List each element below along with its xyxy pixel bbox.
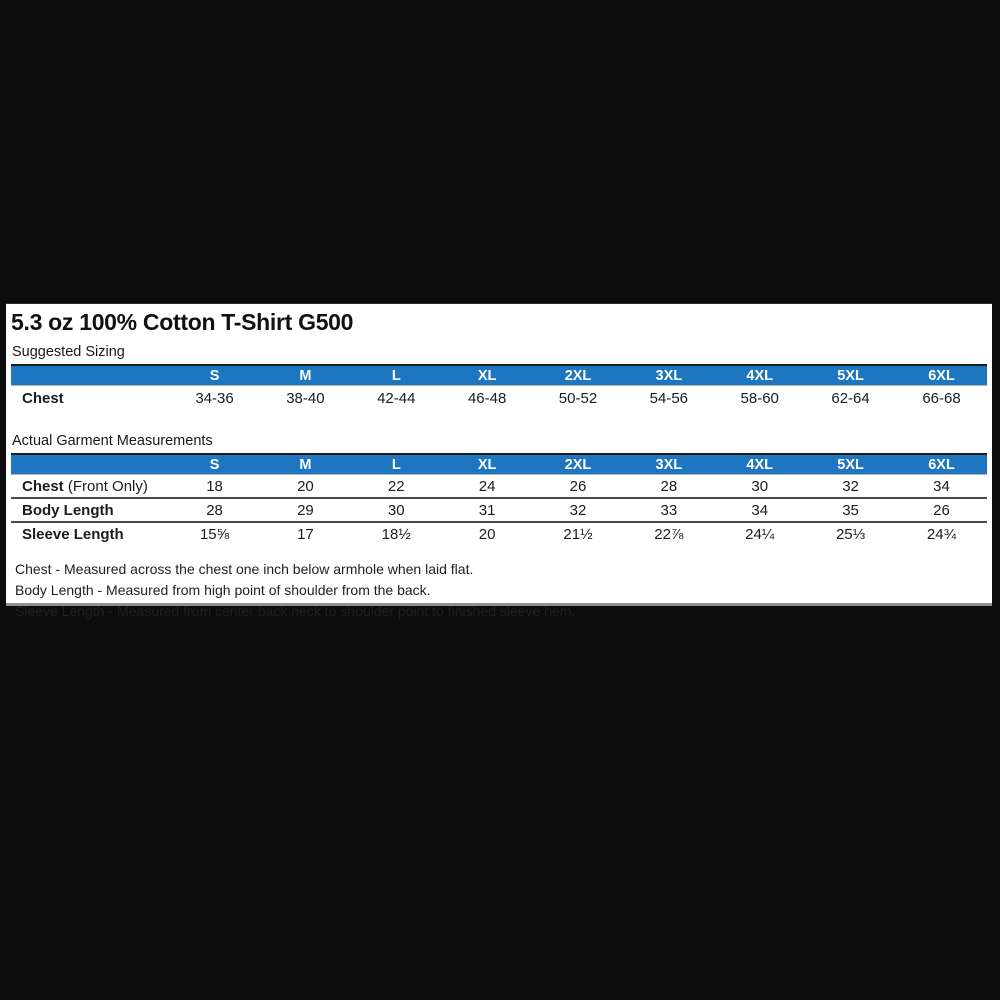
footnote-sleeve-length: Sleeve Length - Measured from center bac… [15,603,576,619]
measurement-cell: 25⅓ [835,525,866,543]
measurement-cell: 54-56 [649,390,689,407]
size-header-empty-cell [11,454,170,475]
size-column-header: 6XL [896,365,987,386]
row-label-chest-front-only: Chest (Front Only) [11,474,170,499]
measurement-cell: 18 [169,474,260,499]
size-column-header: 2XL [532,365,624,386]
measurement-cell: 62-64 [831,390,870,407]
measurement-cell: 15⅝ [199,525,230,543]
size-column-header: XL [441,365,533,386]
size-column-header: 4XL [714,365,806,386]
measurement-cell: 33 [623,498,715,523]
measurement-cell: 26 [532,474,624,499]
measurement-cell: 42-44 [377,390,416,407]
size-column-header: S [169,365,260,386]
measurement-cell: 24¼ [745,525,775,543]
measurement-cell: 66-68 [922,390,961,407]
size-column-header: 3XL [623,454,715,475]
measurement-cell: 20 [478,525,496,543]
measurement-cell: 30 [350,498,442,523]
table-row-chest-front-only: Chest (Front Only) 18 20 22 24 26 28 30 … [11,474,987,499]
footnote-body-length: Body Length - Measured from high point o… [15,582,431,598]
measurement-cell: 28 [623,474,715,499]
measurement-cell: 34 [896,474,987,499]
measurement-cell: 28 [169,498,260,523]
size-header-row: S M L XL 2XL 3XL 4XL 5XL 6XL [11,365,987,386]
size-column-header: 5XL [805,365,896,386]
measurement-cell: 30 [714,474,806,499]
size-header-row: S M L XL 2XL 3XL 4XL 5XL 6XL [11,454,987,475]
measurement-cell: 26 [896,498,987,523]
measurement-cell: 32 [532,498,624,523]
suggested-sizing-label: Suggested Sizing [12,344,125,360]
footnotes: Chest - Measured across the chest one in… [15,559,987,622]
measurement-cell: 24 [441,474,533,499]
size-column-header: L [350,365,442,386]
measurement-cell: 31 [441,498,533,523]
row-label-normal: (Front Only) [63,477,148,495]
row-label-bold: Body Length [22,501,114,519]
measurement-cell: 38-40 [286,390,325,407]
size-column-header: 3XL [623,365,715,386]
measurement-cell: 35 [805,498,896,523]
garment-measurements-label: Actual Garment Measurements [12,433,213,449]
size-column-header: 6XL [896,454,987,475]
size-column-header: M [259,454,351,475]
row-label-bold: Chest [22,390,64,407]
size-column-header: 2XL [532,454,624,475]
page-title: 5.3 oz 100% Cotton T-Shirt G500 [11,309,354,335]
measurement-cell: 50-52 [558,390,598,407]
measurement-cell: 32 [805,474,896,499]
row-label-sleeve-length: Sleeve Length [11,522,169,545]
size-column-header: 4XL [714,454,806,475]
row-label-bold: Sleeve Length [22,525,124,543]
measurement-cell: 34 [714,498,806,523]
table-row-chest: Chest 34-36 38-40 42-44 46-48 50-52 54-5… [11,386,987,412]
size-column-header: L [350,454,442,475]
table-row-sleeve-length: Sleeve Length 15⅝ 17 18½ 20 21½ 22⅞ 24¼ … [11,522,987,545]
measurement-cell: 22⅞ [654,525,684,543]
measurement-cell: 46-48 [467,390,507,407]
row-label-chest: Chest [11,386,169,412]
size-column-header: M [259,365,351,386]
size-header-empty-cell [11,365,170,386]
size-column-header: 5XL [805,454,896,475]
measurement-cell: 29 [259,498,351,523]
suggested-sizing-table: S M L XL 2XL 3XL 4XL 5XL 6XL Chest 34-36… [11,364,987,411]
measurement-cell: 20 [259,474,351,499]
measurement-cell: 24¾ [926,525,957,543]
size-column-header: XL [441,454,533,475]
garment-measurements-table: S M L XL 2XL 3XL 4XL 5XL 6XL Chest (Fron… [11,453,987,545]
measurement-cell: 17 [297,525,314,543]
size-column-header: S [169,454,260,475]
measurement-cell: 18½ [381,525,411,543]
measurement-cell: 58-60 [740,390,779,407]
row-label-body-length: Body Length [11,498,170,523]
footnote-chest: Chest - Measured across the chest one in… [15,561,474,577]
measurement-cell: 34-36 [195,390,234,407]
row-label-bold: Chest [22,477,64,495]
measurement-cell: 21½ [563,525,593,543]
size-chart-panel: 5.3 oz 100% Cotton T-Shirt G500 Suggeste… [6,303,992,619]
table-row-body-length: Body Length 28 29 30 31 32 33 34 35 26 [11,498,987,523]
measurement-cell: 22 [350,474,442,499]
